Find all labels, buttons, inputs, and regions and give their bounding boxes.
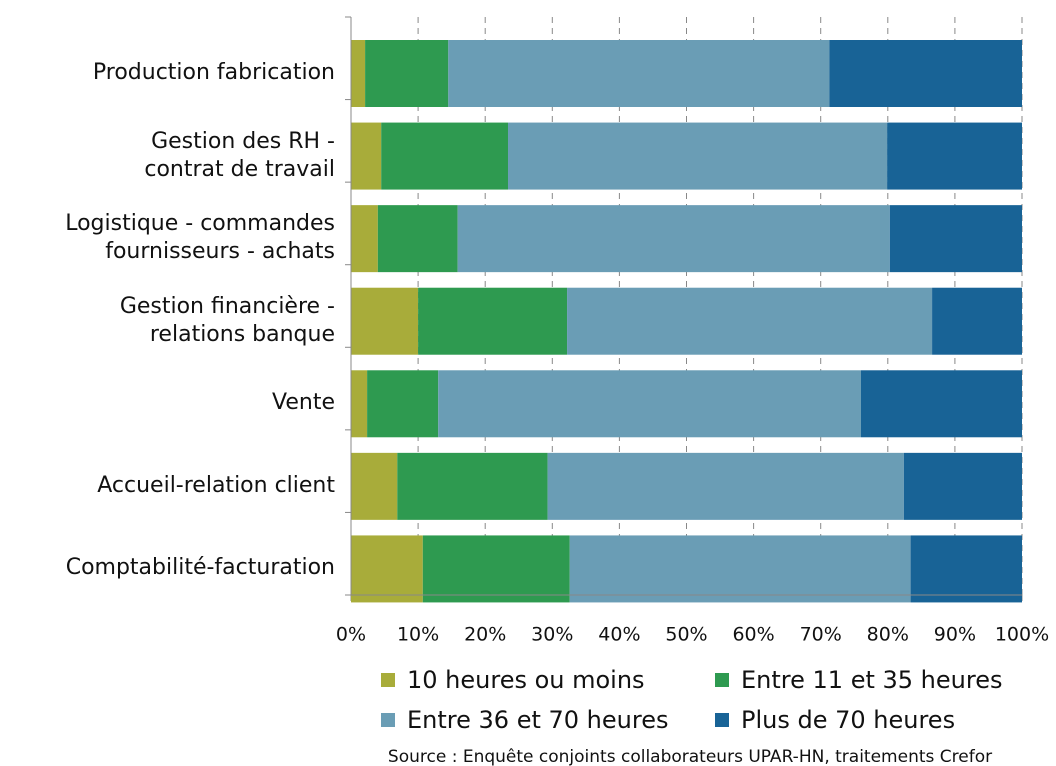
bar-segment (351, 370, 368, 438)
legend-label: Plus de 70 heures (741, 706, 955, 734)
bar-segment (438, 370, 861, 438)
x-tick-label: 20% (464, 624, 506, 646)
bar-segment (887, 122, 1022, 190)
legend-swatch (715, 673, 729, 687)
bar-segment (903, 452, 1022, 520)
bar-segment (860, 370, 1022, 438)
category-label: Comptabilité-facturation (65, 555, 335, 581)
x-tick-label: 70% (800, 624, 842, 646)
category-label: Gestion des RH - contrat de travail (144, 128, 335, 182)
bar-segment (351, 122, 382, 190)
legend-swatch (381, 673, 395, 687)
legend-label: Entre 36 et 70 heures (407, 706, 668, 734)
bar-segment (367, 370, 439, 438)
category-label: Production fabrication (92, 60, 335, 85)
bar-segment (351, 40, 366, 107)
legend-swatch (381, 713, 395, 727)
category-label: Accueil-relation client (97, 472, 335, 498)
x-tick-label: 10% (397, 624, 439, 646)
bar-segment (351, 287, 419, 355)
bar-segment (351, 205, 378, 273)
bar-segment (547, 452, 904, 520)
source: Source : Enquête conjoints collaborateur… (388, 747, 992, 766)
bar-segment (397, 452, 548, 520)
bar-segment (351, 452, 398, 520)
bar-segment (365, 40, 449, 107)
x-tick-label: 0% (336, 624, 366, 646)
x-tick-label: 60% (732, 624, 774, 646)
bar-segment (457, 205, 890, 273)
category-label: Gestion financière - relations banque (119, 293, 335, 347)
bar-segment (418, 287, 568, 355)
x-tick-label: 100% (995, 624, 1049, 646)
bar-segment (422, 535, 570, 603)
category-label: Logistique - commandes fournisseurs - ac… (65, 211, 335, 265)
legend-label: 10 heures ou moins (407, 666, 645, 694)
bar-segment (569, 535, 911, 603)
category-label: Vente (272, 390, 335, 416)
bar-segment (351, 535, 423, 603)
bar-segment (381, 122, 509, 190)
legend-swatch (715, 713, 729, 727)
bar-segment (508, 122, 888, 190)
x-tick-label: 30% (531, 624, 573, 646)
x-tick-label: 90% (934, 624, 976, 646)
bar-segment (910, 535, 1022, 603)
x-tick-label: 80% (867, 624, 909, 646)
bar-segment (448, 40, 830, 107)
x-tick-label: 40% (598, 624, 640, 646)
bar-segment (567, 287, 933, 355)
bar-segment (889, 205, 1022, 273)
bar-segment (377, 205, 458, 273)
bar-segment (932, 287, 1022, 355)
bar-segment (829, 40, 1022, 107)
x-tick-label: 50% (665, 624, 707, 646)
legend-label: Entre 11 et 35 heures (741, 666, 1002, 694)
